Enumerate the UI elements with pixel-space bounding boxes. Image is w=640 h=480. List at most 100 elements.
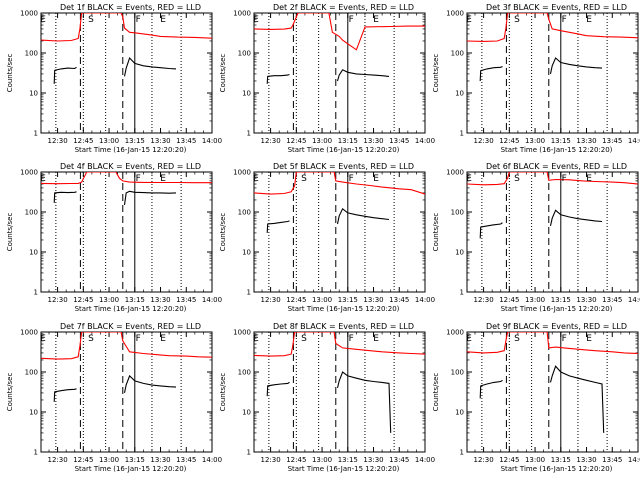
y-tick-label: 1000 xyxy=(20,169,38,177)
x-tick-label: 14:00 xyxy=(202,296,222,304)
y-tick-label: 100 xyxy=(25,369,38,377)
x-tick-label: 14:00 xyxy=(628,137,640,145)
x-tick-label: 14:00 xyxy=(202,137,222,145)
panel-title: Det 6f BLACK = Events, RED = LLD xyxy=(486,162,627,171)
y-axis-label: Counts/sec xyxy=(6,373,14,412)
y-axis-label: Counts/sec xyxy=(432,373,440,412)
interval-marker-label: E xyxy=(373,334,379,344)
x-axis-label: Start Time (16-Jan-15 12:20:20) xyxy=(75,305,187,313)
lld-series-line xyxy=(467,13,638,42)
y-tick-label: 1 xyxy=(34,449,38,457)
plot-frame xyxy=(40,171,213,293)
x-tick-label: 13:15 xyxy=(551,296,571,304)
interval-marker-label: F xyxy=(349,15,354,25)
panel-1: Det 1f BLACK = Events, RED = LLD 1 10 100 10… xyxy=(6,3,222,154)
y-tick-label: 1000 xyxy=(233,10,251,18)
interval-marker-label: S xyxy=(301,334,307,344)
y-tick-label: 1 xyxy=(247,289,251,297)
x-tick-label: 13:45 xyxy=(176,137,196,145)
interval-marker-label: E xyxy=(586,174,592,184)
y-tick-label: 1 xyxy=(34,130,38,138)
y-axis-label: Counts/sec xyxy=(6,54,14,93)
interval-marker-label: E xyxy=(253,174,259,184)
panel-title: Det 9f BLACK = Events, RED = LLD xyxy=(486,322,627,331)
x-tick-label: 12:30 xyxy=(473,456,493,464)
events-series-line xyxy=(549,209,603,227)
x-tick-label: 13:15 xyxy=(338,137,358,145)
y-tick-label: 100 xyxy=(238,209,251,217)
x-tick-label: 12:45 xyxy=(286,137,306,145)
x-tick-label: 13:15 xyxy=(338,456,358,464)
panel-title: Det 2f BLACK = Events, RED = LLD xyxy=(273,3,414,12)
x-tick-label: 13:15 xyxy=(125,456,145,464)
x-tick-label: 14:00 xyxy=(628,296,640,304)
x-tick-label: 12:45 xyxy=(499,456,519,464)
events-series-line xyxy=(479,65,503,82)
y-tick-label: 1000 xyxy=(446,169,464,177)
x-tick-label: 13:30 xyxy=(576,137,596,145)
interval-marker-label: E xyxy=(40,174,46,184)
y-tick-label: 1000 xyxy=(233,329,251,337)
interval-marker-label: S xyxy=(88,334,94,344)
interval-marker-label: E xyxy=(40,334,46,344)
y-tick-label: 1000 xyxy=(20,10,38,18)
events-series-line xyxy=(53,66,77,84)
interval-marker-label: S xyxy=(514,174,520,184)
x-tick-label: 12:30 xyxy=(473,137,493,145)
x-tick-label: 13:45 xyxy=(389,137,409,145)
x-tick-label: 12:30 xyxy=(47,296,67,304)
x-axis-label: Start Time (16-Jan-15 12:20:20) xyxy=(75,146,187,154)
events-series-line xyxy=(479,379,503,399)
x-tick-label: 12:30 xyxy=(260,296,280,304)
y-tick-label: 1000 xyxy=(446,10,464,18)
interval-marker-label: E xyxy=(160,15,166,25)
x-tick-label: 14:00 xyxy=(415,137,435,145)
y-tick-label: 1000 xyxy=(233,169,251,177)
plot-frame xyxy=(253,12,426,134)
panel-4: Det 4f BLACK = Events, RED = LLD 1 10 100 10… xyxy=(6,162,222,313)
x-tick-label: 13:45 xyxy=(602,456,622,464)
y-tick-label: 1 xyxy=(460,289,464,297)
x-tick-label: 13:15 xyxy=(125,137,145,145)
panel-7: Det 7f BLACK = Events, RED = LLD 1 10 100 10… xyxy=(6,322,222,473)
y-tick-label: 10 xyxy=(242,90,251,98)
y-tick-label: 100 xyxy=(451,50,464,58)
x-tick-label: 13:00 xyxy=(525,456,545,464)
y-tick-label: 1 xyxy=(247,130,251,138)
events-series-line xyxy=(549,57,603,75)
plot-frame xyxy=(40,12,213,134)
interval-marker-label: S xyxy=(514,15,520,25)
panel-2: Det 2f BLACK = Events, RED = LLD 1 10 100 10… xyxy=(219,3,435,154)
x-tick-label: 13:30 xyxy=(363,296,383,304)
y-tick-label: 100 xyxy=(451,369,464,377)
y-tick-label: 100 xyxy=(25,50,38,58)
y-axis-label: Counts/sec xyxy=(219,213,227,252)
y-axis-label: Counts/sec xyxy=(6,213,14,252)
lld-series-line xyxy=(254,172,425,195)
interval-marker-label: S xyxy=(514,334,520,344)
x-tick-label: 12:45 xyxy=(286,296,306,304)
interval-marker-label: E xyxy=(586,334,592,344)
panel-5: Det 5f BLACK = Events, RED = LLD 1 10 100 10… xyxy=(219,162,435,313)
x-axis-label: Start Time (16-Jan-15 12:20:20) xyxy=(501,305,613,313)
x-tick-label: 14:00 xyxy=(415,456,435,464)
x-tick-label: 13:45 xyxy=(176,296,196,304)
events-series-line xyxy=(479,222,503,239)
y-tick-label: 10 xyxy=(29,409,38,417)
panel-title: Det 1f BLACK = Events, RED = LLD xyxy=(60,3,201,12)
interval-marker-label: S xyxy=(88,15,94,25)
x-axis-label: Start Time (16-Jan-15 12:20:20) xyxy=(501,465,613,473)
interval-marker-label: E xyxy=(373,174,379,184)
x-tick-label: 14:00 xyxy=(628,456,640,464)
x-tick-label: 14:00 xyxy=(202,456,222,464)
interval-marker-label: E xyxy=(466,174,472,184)
y-tick-label: 10 xyxy=(455,409,464,417)
y-tick-label: 100 xyxy=(238,369,251,377)
x-tick-label: 13:45 xyxy=(602,296,622,304)
x-tick-label: 13:00 xyxy=(312,137,332,145)
x-tick-label: 12:45 xyxy=(73,456,93,464)
lld-series-line xyxy=(254,332,425,357)
interval-marker-label: S xyxy=(301,174,307,184)
interval-marker-label: F xyxy=(562,334,567,344)
